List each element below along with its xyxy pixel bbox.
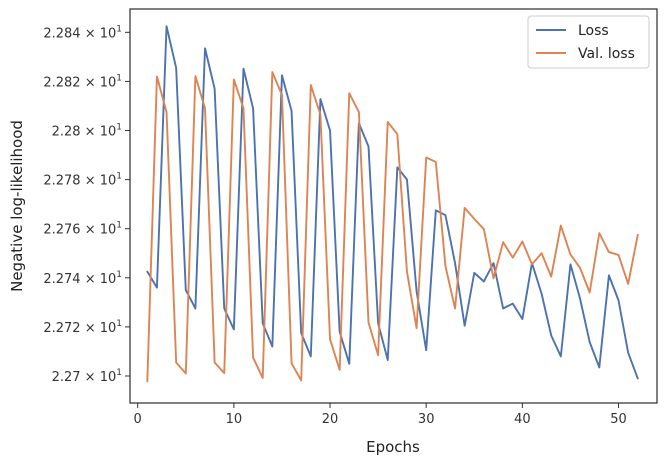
legend-label-loss: Loss	[578, 23, 609, 39]
series-layer	[146, 25, 639, 383]
plot-frame	[129, 8, 658, 404]
x-tick-label: 50	[610, 412, 627, 427]
x-axis-ticks: 0 10 20 30 40 50	[134, 403, 627, 427]
y-axis-label: Negative log-likelihood	[8, 120, 26, 292]
x-tick-label: 30	[418, 412, 435, 427]
series-line-loss	[146, 25, 639, 380]
y-tick-label: 2.276 × 101	[43, 221, 122, 238]
y-tick-label: 2.274 × 101	[43, 270, 122, 287]
series-line-val-loss	[146, 71, 639, 383]
y-axis-ticks: 2.27 × 101 2.272 × 101 2.274 × 101 2.276 × …	[43, 24, 130, 385]
x-tick-label: 40	[514, 412, 531, 427]
y-tick-label: 2.278 × 101	[43, 172, 122, 189]
legend-label-val-loss: Val. loss	[578, 46, 635, 62]
legend: Loss Val. loss	[527, 15, 650, 69]
y-tick-label: 2.282 × 101	[43, 73, 122, 90]
y-tick-label: 2.284 × 101	[43, 24, 122, 41]
x-tick-label: 10	[226, 412, 243, 427]
y-tick-label: 2.28 × 101	[52, 123, 122, 140]
x-tick-label: 0	[134, 412, 142, 427]
x-axis-label: Epochs	[366, 438, 420, 456]
y-tick-label: 2.272 × 101	[43, 319, 122, 336]
y-tick-label: 2.27 × 101	[52, 368, 122, 385]
x-tick-label: 20	[322, 412, 339, 427]
